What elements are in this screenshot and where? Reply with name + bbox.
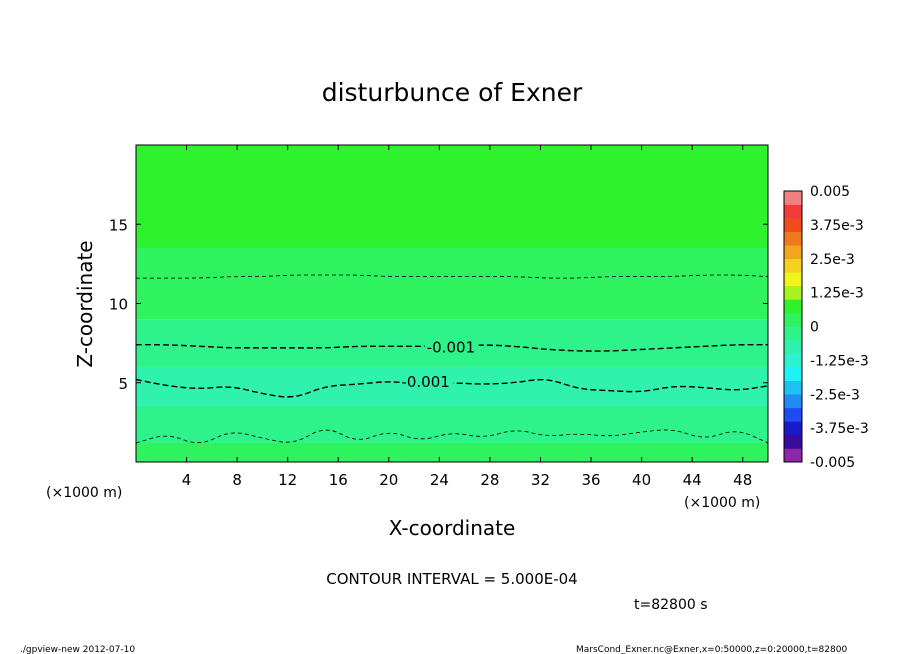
fill-band-5: [136, 145, 768, 249]
x-tick-label-1: 8: [232, 471, 242, 489]
x-tick-label-7: 32: [531, 471, 550, 489]
x-tick-label-2: 12: [278, 471, 297, 489]
time-label: t=82800 s: [634, 597, 708, 613]
x-axis-ticks: 4 8 12 16 20 24 28 32 36 40 44 48: [182, 145, 752, 489]
contour-line-3: [135, 429, 769, 444]
footer-left: ./gpview-new 2012-07-10: [20, 645, 135, 654]
chart-title: disturbunce of Exner: [322, 78, 583, 107]
x-tick-label-11: 48: [733, 471, 752, 489]
y-tick-label-2: 15: [109, 216, 128, 234]
x-tick-label-9: 40: [632, 471, 651, 489]
y-axis-ticks: 5 10 15: [109, 216, 768, 393]
y-tick-label-0: 5: [118, 375, 128, 393]
x-tick-label-5: 24: [430, 471, 449, 489]
colorbar-swatch-5: [784, 380, 802, 395]
contour-interval: CONTOUR INTERVAL = 5.000E-04: [326, 570, 577, 588]
contour-lines: -0.001 -0.001: [135, 274, 769, 444]
colorbar-label-3: 1.25e-3: [810, 286, 864, 302]
colorbar-swatch-0: [784, 448, 802, 463]
contour-label-bg-0: [424, 337, 479, 356]
colorbar-swatch-10: [784, 312, 802, 327]
colorbar-swatch-7: [784, 353, 802, 368]
colorbar-swatch-1: [784, 434, 802, 449]
colorbar-swatch-18: [784, 204, 802, 219]
fill-band-1: [136, 406, 768, 443]
fill-band-0: [136, 442, 768, 462]
colorbar-swatch-3: [784, 407, 802, 422]
x-tick-label-6: 28: [480, 471, 499, 489]
x-tick-label-3: 16: [329, 471, 348, 489]
colorbar-label-7: -3.75e-3: [810, 421, 869, 437]
colorbar-swatch-16: [784, 231, 802, 246]
y-axis-label: Z-coordinate: [73, 240, 97, 367]
x-axis-label: X-coordinate: [389, 516, 516, 540]
contour-label-1: -0.001: [401, 373, 449, 391]
colorbar-swatch-12: [784, 285, 802, 300]
colorbar-swatch-14: [784, 258, 802, 273]
colorbar-label-0: 0.005: [810, 184, 850, 200]
x-tick-label-8: 36: [581, 471, 600, 489]
colorbar-swatch-9: [784, 326, 802, 341]
colorbar-swatch-6: [784, 367, 802, 381]
contour-label-0: -0.001: [427, 338, 475, 356]
plot-fill-bands: [136, 145, 768, 462]
colorbar-swatch-4: [784, 394, 802, 409]
colorbar-swatch-8: [784, 340, 802, 354]
colorbar: 0.005 3.75e-3 2.5e-3 1.25e-3 0 -1.25e-3 -2.5e-…: [783, 184, 869, 471]
colorbar-swatch-19: [784, 191, 802, 205]
colorbar-label-4: 0: [810, 320, 819, 336]
footer-right: MarsCond_Exner.nc@Exner,x=0:50000,z=0:20…: [576, 645, 847, 654]
colorbar-swatch-17: [784, 218, 802, 232]
x-axis-unit: (×1000 m): [684, 495, 760, 511]
colorbar-swatch-11: [784, 299, 802, 314]
colorbar-label-2: 2.5e-3: [810, 252, 855, 268]
colorbar-label-1: 3.75e-3: [810, 218, 864, 234]
y-axis-unit: (×1000 m): [46, 485, 122, 501]
colorbar-frame: [783, 190, 803, 463]
y-tick-label-1: 10: [109, 296, 128, 314]
x-tick-label-10: 44: [683, 471, 702, 489]
x-tick-label-0: 4: [182, 471, 192, 489]
colorbar-label-6: -2.5e-3: [810, 387, 860, 403]
colorbar-swatch-2: [784, 421, 802, 436]
x-tick-label-4: 20: [379, 471, 398, 489]
colorbar-swatch-15: [784, 245, 802, 260]
colorbar-label-5: -1.25e-3: [810, 353, 869, 369]
contour-label-bg-1: [399, 372, 454, 391]
fill-band-4: [136, 248, 768, 320]
colorbar-label-8: -0.005: [810, 455, 855, 471]
colorbar-swatch-13: [784, 272, 802, 287]
